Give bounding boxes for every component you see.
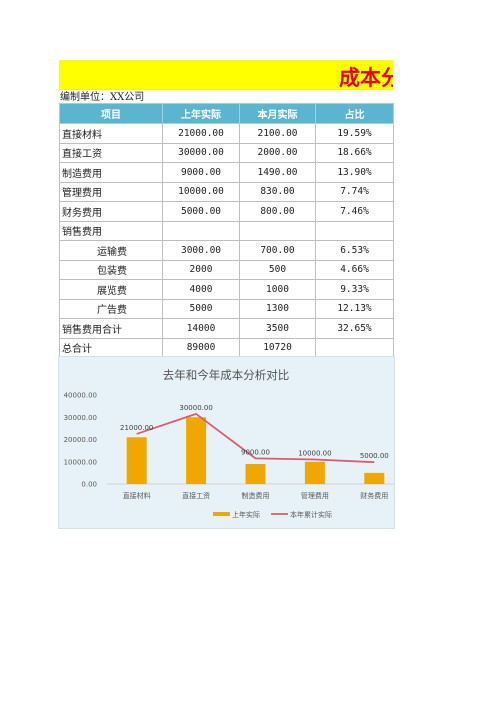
bar-prev-year bbox=[245, 463, 266, 484]
cell-item-name: 制造费用 bbox=[59, 162, 163, 183]
y-tick-label: 20000.00 bbox=[64, 436, 97, 444]
cost-table: 项目 上年实际 本月实际 占比 直接材料 21000.00 2100.00 19.59… bbox=[59, 103, 394, 358]
table-row: 管理费用 10000.00 830.00 7.74% bbox=[59, 181, 394, 202]
line-this-year bbox=[136, 413, 375, 464]
title-banner: 成本分析表 bbox=[59, 60, 393, 90]
cell-item-name: 销售费用合计 bbox=[59, 318, 163, 339]
legend-label-prev-year: 上年实际 bbox=[232, 510, 260, 519]
cell-this-month: 2100.00 bbox=[239, 123, 316, 144]
cell-this-month: 1000 bbox=[239, 279, 316, 300]
cost-comparison-chart: 去年和今年成本分析对比 0.00 10000.00 20000.00 30000.00 4… bbox=[58, 356, 395, 529]
cell-ratio: 19.59% bbox=[315, 123, 394, 144]
table-row: 制造费用 9000.00 1490.00 13.90% bbox=[59, 162, 394, 183]
cell-prev-year: 9000.00 bbox=[162, 162, 240, 183]
table-row: 直接工资 30000.00 2000.00 18.66% bbox=[59, 142, 394, 163]
x-tick-label: 管理费用 bbox=[301, 491, 329, 500]
table-row: 包装费 2000 500 4.66% bbox=[59, 259, 394, 280]
cell-prev-year: 3000.00 bbox=[162, 240, 240, 261]
cell-item-name: 总合计 bbox=[59, 337, 163, 358]
cell-this-month: 3500 bbox=[239, 318, 316, 339]
table-row: 运输费 3000.00 700.00 6.53% bbox=[59, 240, 394, 261]
cell-this-month: 1300 bbox=[239, 298, 316, 319]
bar-prev-year bbox=[186, 417, 207, 484]
cell-item-name: 运输费 bbox=[59, 240, 163, 261]
cell-prev-year: 30000.00 bbox=[162, 142, 240, 163]
cell-ratio bbox=[315, 220, 394, 241]
bar-data-label: 30000.00 bbox=[179, 404, 212, 412]
cell-this-month: 800.00 bbox=[239, 201, 316, 222]
cell-item-name: 销售费用 bbox=[59, 220, 163, 241]
table-row: 销售费用 bbox=[59, 220, 394, 241]
cell-this-month: 2000.00 bbox=[239, 142, 316, 163]
x-tick-label: 制造费用 bbox=[242, 491, 270, 500]
cell-prev-year: 2000 bbox=[162, 259, 240, 280]
cell-ratio: 6.53% bbox=[315, 240, 394, 261]
cell-this-month: 700.00 bbox=[239, 240, 316, 261]
table-row: 展览费 4000 1000 9.33% bbox=[59, 279, 394, 300]
chart-canvas: 去年和今年成本分析对比 0.00 10000.00 20000.00 30000.00 4… bbox=[64, 368, 394, 519]
table-header-row: 项目 上年实际 本月实际 占比 bbox=[59, 103, 394, 124]
y-tick-label: 10000.00 bbox=[64, 458, 97, 466]
header-this-month: 本月实际 bbox=[239, 103, 316, 124]
table-row: 总合计 89000 10720 bbox=[59, 337, 394, 358]
legend-label-this-year: 本年累计实际 bbox=[290, 510, 332, 519]
y-tick-label: 0.00 bbox=[81, 481, 97, 489]
legend-swatch-prev-year bbox=[213, 512, 230, 516]
cell-ratio bbox=[315, 337, 394, 358]
cell-this-month: 1490.00 bbox=[239, 162, 316, 183]
table-row: 广告费 5000 1300 12.13% bbox=[59, 298, 394, 319]
cell-item-name: 直接材料 bbox=[59, 123, 163, 144]
y-tick-label: 30000.00 bbox=[64, 414, 97, 422]
cell-prev-year: 21000.00 bbox=[162, 123, 240, 144]
bar-data-label: 21000.00 bbox=[120, 424, 153, 432]
cell-prev-year bbox=[162, 220, 240, 241]
cell-ratio: 32.65% bbox=[315, 318, 394, 339]
header-item: 项目 bbox=[59, 103, 163, 124]
cell-ratio: 7.46% bbox=[315, 201, 394, 222]
cell-prev-year: 5000.00 bbox=[162, 201, 240, 222]
cell-prev-year: 14000 bbox=[162, 318, 240, 339]
cell-item-name: 直接工资 bbox=[59, 142, 163, 163]
cell-item-name: 管理费用 bbox=[59, 181, 163, 202]
chart-title: 去年和今年成本分析对比 bbox=[163, 368, 290, 382]
cell-item-name: 包装费 bbox=[59, 259, 163, 280]
cell-this-month: 500 bbox=[239, 259, 316, 280]
x-tick-label: 直接材料 bbox=[123, 491, 151, 500]
table-row: 直接材料 21000.00 2100.00 19.59% bbox=[59, 123, 394, 144]
bar-prev-year bbox=[304, 461, 325, 484]
cell-item-name: 展览费 bbox=[59, 279, 163, 300]
cell-item-name: 财务费用 bbox=[59, 201, 163, 222]
cell-this-month: 10720 bbox=[239, 337, 316, 358]
x-tick-label: 直接工资 bbox=[182, 491, 210, 500]
bar-data-label: 9000.00 bbox=[241, 448, 270, 456]
bar-data-label: 10000.00 bbox=[298, 450, 331, 458]
y-tick-label: 40000.00 bbox=[64, 392, 97, 400]
header-prev-year: 上年实际 bbox=[162, 103, 240, 124]
bar-prev-year bbox=[126, 437, 147, 484]
table-row: 销售费用合计 14000 3500 32.65% bbox=[59, 318, 394, 339]
document-title: 成本分析表 bbox=[339, 66, 393, 90]
cell-ratio: 7.74% bbox=[315, 181, 394, 202]
cell-prev-year: 5000 bbox=[162, 298, 240, 319]
bar-prev-year bbox=[364, 472, 385, 484]
cell-this-month: 830.00 bbox=[239, 181, 316, 202]
cell-item-name: 广告费 bbox=[59, 298, 163, 319]
company-unit-label: 编制单位：XX公司 bbox=[60, 92, 145, 103]
table-row: 财务费用 5000.00 800.00 7.46% bbox=[59, 201, 394, 222]
cell-ratio: 12.13% bbox=[315, 298, 394, 319]
bar-data-label: 5000.00 bbox=[360, 452, 389, 460]
cell-this-month bbox=[239, 220, 316, 241]
cell-ratio: 13.90% bbox=[315, 162, 394, 183]
header-ratio: 占比 bbox=[315, 103, 394, 124]
cell-ratio: 4.66% bbox=[315, 259, 394, 280]
cell-ratio: 18.66% bbox=[315, 142, 394, 163]
x-tick-label: 财务费用 bbox=[360, 491, 388, 500]
cell-prev-year: 4000 bbox=[162, 279, 240, 300]
cell-ratio: 9.33% bbox=[315, 279, 394, 300]
cell-prev-year: 89000 bbox=[162, 337, 240, 358]
cell-prev-year: 10000.00 bbox=[162, 181, 240, 202]
